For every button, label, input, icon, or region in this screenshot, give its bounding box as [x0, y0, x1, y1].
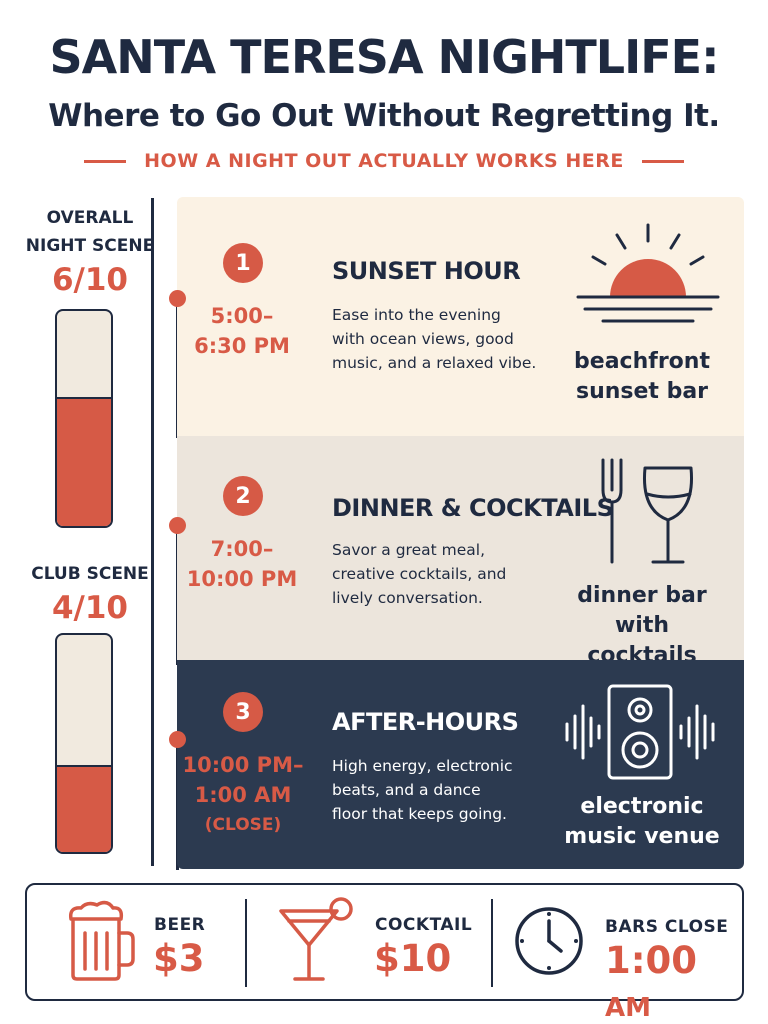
- timeline-dot: [169, 731, 186, 748]
- rating-label-club: CLUB SCENE: [10, 560, 170, 588]
- stage-time: 7:00– 10:00 PM: [177, 534, 307, 594]
- rating-gauge-club: [55, 633, 113, 854]
- stage-panel-after-hours: 3 10:00 PM– 1:00 AM (CLOSE) AFTER-HOURS …: [177, 660, 744, 869]
- price-summary-bar: BEER $3 COCKTAIL $10 BARS CLOSE 1:00 AM: [25, 883, 744, 1023]
- timeline-dot: [169, 290, 186, 307]
- fork-and-wine-glass-icon: [601, 458, 694, 564]
- stage-time-line: 6:30 PM: [194, 334, 290, 358]
- tagline-divider-right: [641, 159, 684, 163]
- price-divider: [491, 899, 493, 987]
- stage-panel-dinner: 2 7:00– 10:00 PM DINNER & COCKTAILS Savo…: [177, 436, 744, 668]
- page-subtitle: Where to Go Out Without Regretting It.: [48, 98, 720, 134]
- tagline-divider-left: [84, 159, 127, 163]
- stage-description-line: creative cocktails, and: [332, 565, 507, 583]
- stage-time-line: 10:00 PM: [186, 567, 298, 591]
- stage-time: 10:00 PM– 1:00 AM (CLOSE): [175, 750, 311, 840]
- stage-time-line: 7:00–: [210, 537, 274, 561]
- stage-description: Ease into the evening with ocean views, …: [332, 303, 552, 375]
- rating-score-club: 4/10: [51, 590, 129, 626]
- rating-gauge-fill: [57, 397, 111, 526]
- stage-time-line: 5:00–: [210, 304, 274, 328]
- stage-panel-sunset: 1 5:00– 6:30 PM SUNSET HOUR Ease into th…: [177, 197, 744, 436]
- rating-gauge-fill: [57, 765, 111, 852]
- clock-icon: [515, 907, 583, 975]
- rating-label-line: CLUB SCENE: [31, 564, 149, 584]
- price-label-close: BARS CLOSE: [605, 917, 729, 937]
- stage-description-line: High energy, electronic: [332, 757, 513, 775]
- close-time-unit: AM: [605, 993, 651, 1023]
- stage-time-line: (CLOSE): [204, 815, 282, 835]
- stage-description-line: lively conversation.: [332, 589, 483, 607]
- stage-description-line: floor that keeps going.: [332, 805, 507, 823]
- stage-number: 1: [223, 243, 263, 283]
- tagline-row: HOW A NIGHT OUT ACTUALLY WORKS HERE: [0, 150, 768, 172]
- stage-description-line: Savor a great meal,: [332, 541, 485, 559]
- stage-heading: SUNSET HOUR: [332, 257, 521, 285]
- stage-description: High energy, electronic beats, and a dan…: [332, 754, 552, 826]
- rating-label-overall: OVERALL NIGHT SCENE: [10, 204, 170, 260]
- price-divider: [245, 899, 247, 987]
- rating-gauge-overall: [55, 309, 113, 528]
- close-time: 1:00: [605, 939, 698, 982]
- stage-number: 3: [223, 692, 263, 732]
- stage-description-line: Ease into the evening: [332, 306, 501, 324]
- stage-caption-line: sunset bar: [575, 379, 709, 404]
- stage-description-line: beats, and a dance: [332, 781, 481, 799]
- stage-description-line: music, and a relaxed vibe.: [332, 354, 537, 372]
- stage-caption: beachfront sunset bar: [557, 347, 727, 407]
- speaker-icon: [565, 684, 715, 780]
- stage-caption-line: beachfront: [574, 349, 710, 374]
- stage-number: 2: [223, 476, 263, 516]
- stage-time-line: 10:00 PM–: [182, 753, 304, 777]
- price-value-close: 1:00 AM: [605, 939, 742, 1024]
- rating-score-overall: 6/10: [51, 262, 129, 298]
- sunset-icon: [576, 223, 720, 323]
- price-value-beer: $3: [153, 937, 205, 980]
- page-title: SANTA TERESA NIGHTLIFE:: [49, 30, 720, 84]
- stage-caption-line: music venue: [564, 824, 720, 849]
- price-value-cocktail: $10: [374, 937, 452, 980]
- stage-description-line: with ocean views, good: [332, 330, 514, 348]
- rating-label-line: OVERALL: [46, 208, 134, 228]
- stage-heading: AFTER-HOURS: [332, 708, 519, 736]
- price-label-cocktail: COCKTAIL: [375, 915, 473, 935]
- rating-label-line: NIGHT SCENE: [25, 236, 155, 256]
- price-label-beer: BEER: [154, 915, 206, 935]
- stage-heading: DINNER & COCKTAILS: [332, 494, 614, 522]
- stage-description: Savor a great meal, creative cocktails, …: [332, 538, 552, 610]
- timeline-dot: [169, 517, 186, 534]
- beer-mug-icon: [68, 900, 135, 981]
- stage-caption: dinner bar with cocktails: [557, 581, 727, 671]
- cocktail-glass-icon: [279, 897, 353, 981]
- stage-caption-line: dinner bar: [577, 583, 707, 608]
- timeline-divider: [151, 198, 154, 866]
- stage-caption: electronic music venue: [557, 792, 727, 852]
- tagline: HOW A NIGHT OUT ACTUALLY WORKS HERE: [144, 150, 624, 172]
- stage-time-line: 1:00 AM: [194, 783, 292, 807]
- stage-caption-line: electronic: [580, 794, 704, 819]
- stage-time: 5:00– 6:30 PM: [177, 301, 307, 361]
